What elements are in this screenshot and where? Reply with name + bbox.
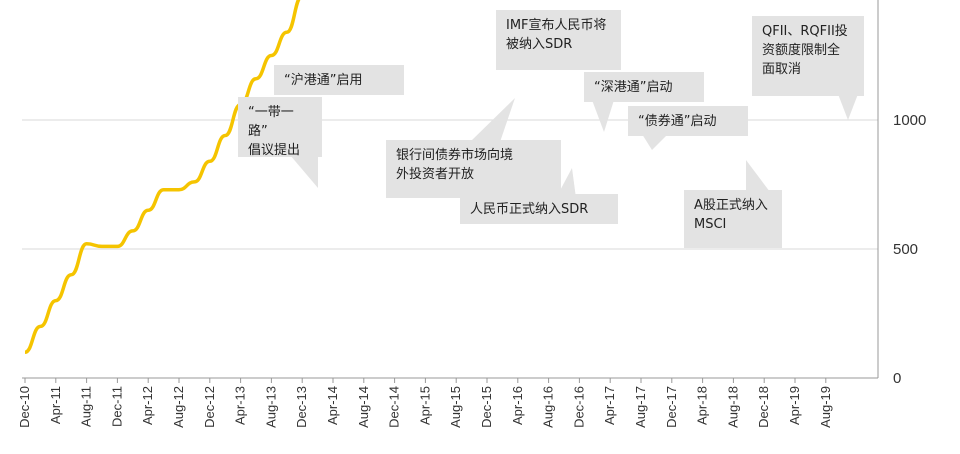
x-tick-label: Apr-19 bbox=[787, 386, 802, 425]
x-tick-label: Apr-18 bbox=[695, 386, 710, 425]
x-tick-label: Aug-15 bbox=[448, 386, 463, 428]
x-tick-label: Aug-11 bbox=[79, 386, 94, 427]
x-tick-label: Aug-14 bbox=[356, 386, 371, 428]
x-tick-label: Apr-13 bbox=[233, 386, 248, 425]
y-tick-label: 500 bbox=[893, 241, 918, 258]
x-tick-label: Aug-19 bbox=[818, 386, 833, 428]
callout-pointer bbox=[470, 98, 515, 142]
callout-pointers bbox=[290, 94, 858, 198]
x-tick-label: Dec-15 bbox=[479, 386, 494, 428]
y-tick-label: 0 bbox=[893, 370, 901, 387]
x-tick-label: Apr-17 bbox=[602, 386, 617, 425]
x-tick-label: Aug-13 bbox=[263, 386, 278, 428]
x-tick-label: Apr-12 bbox=[140, 386, 155, 425]
x-tick-label: Dec-10 bbox=[17, 386, 32, 428]
y-axis: 05001000150020002500 bbox=[893, 112, 926, 387]
x-tick-label: Apr-15 bbox=[417, 386, 432, 425]
x-tick-label: Apr-16 bbox=[510, 386, 525, 425]
x-tick-label: Aug-17 bbox=[633, 386, 648, 428]
x-tick-label: Dec-16 bbox=[571, 386, 586, 428]
callout-pointer bbox=[556, 168, 576, 198]
x-tick-label: Dec-12 bbox=[202, 386, 217, 428]
annotation-msci: A股正式纳入 MSCI bbox=[684, 190, 782, 248]
callout-pointer bbox=[592, 100, 614, 132]
annotation-shenzhen-connect: “深港通”启动 bbox=[584, 72, 704, 102]
callout-pointer bbox=[746, 160, 770, 192]
x-tick-label: Dec-17 bbox=[664, 386, 679, 428]
annotation-shanghai-connect: “沪港通”启用 bbox=[274, 65, 404, 95]
callout-pointer bbox=[838, 94, 858, 120]
x-tick-label: Aug-18 bbox=[725, 386, 740, 428]
x-tick-label: Dec-14 bbox=[387, 386, 402, 428]
annotation-belt-road: “一带一路” 倡议提出 bbox=[238, 97, 322, 158]
x-tick-label: Aug-16 bbox=[541, 386, 556, 428]
series-line bbox=[24, 0, 301, 354]
annotation-qfii: QFII、RQFII投 资额度限制全 面取消 bbox=[752, 16, 864, 96]
x-tick-label: Aug-12 bbox=[171, 386, 186, 428]
y-tick-label: 1000 bbox=[893, 112, 926, 129]
annotation-imf-sdr: IMF宣布人民币将 被纳入SDR bbox=[496, 10, 621, 70]
x-tick-label: Dec-13 bbox=[294, 386, 309, 428]
annotation-interbank: 银行间债券市场向境 外投资者开放 bbox=[386, 140, 561, 198]
x-axis: Dec-10 Apr-11 Aug-11 Dec-11 Apr-12 Aug-12 Dec-… bbox=[17, 378, 833, 428]
x-tick-label: Dec-18 bbox=[756, 386, 771, 428]
annotation-rmb-sdr: 人民币正式纳入SDR bbox=[460, 194, 618, 224]
annotation-bond-connect: “债券通”启动 bbox=[628, 106, 748, 136]
x-tick-label: Dec-11 bbox=[109, 386, 124, 427]
callout-pointer bbox=[642, 134, 668, 150]
callout-pointer bbox=[290, 155, 318, 188]
x-tick-label: Apr-14 bbox=[325, 386, 340, 425]
x-tick-label: Apr-11 bbox=[48, 386, 63, 424]
